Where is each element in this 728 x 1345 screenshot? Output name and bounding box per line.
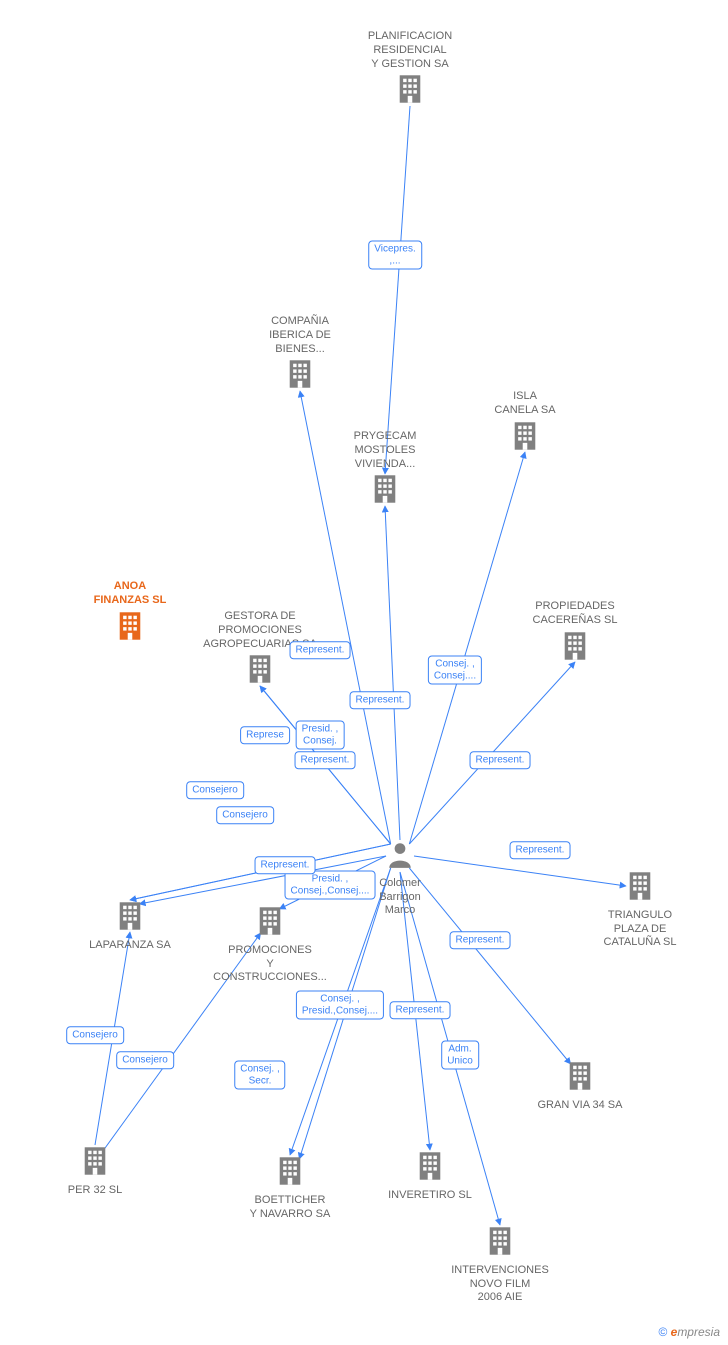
company-node[interactable]: TRIANGULOPLAZA DECATALUÑA SL	[570, 870, 710, 950]
building-icon	[246, 653, 274, 690]
building-icon	[116, 900, 144, 937]
edge-label: Adm.Unico	[441, 1041, 479, 1070]
copyright-symbol: ©	[658, 1325, 667, 1339]
company-node[interactable]: BOETTICHERY NAVARRO SA	[220, 1155, 360, 1221]
edge-line	[385, 106, 410, 474]
edge-label: Represent.	[295, 751, 356, 769]
company-label: GRAN VIA 34 SA	[510, 1099, 650, 1113]
company-node[interactable]: PER 32 SL	[25, 1145, 165, 1198]
company-label: INTERVENCIONESNOVO FILM2006 AIE	[430, 1264, 570, 1305]
person-icon	[387, 861, 413, 873]
company-node[interactable]: PROPIEDADESCACEREÑAS SL	[505, 600, 645, 666]
company-label: PROMOCIONESYCONSTRUCCIONES...	[200, 944, 340, 985]
company-node[interactable]: ISLACANELA SA	[455, 390, 595, 456]
company-label: BOETTICHERY NAVARRO SA	[220, 1194, 360, 1222]
company-label: TRIANGULOPLAZA DECATALUÑA SL	[570, 909, 710, 950]
edge-label: Presid. ,Consej.	[296, 721, 345, 750]
building-icon	[81, 1145, 109, 1182]
company-label: PER 32 SL	[25, 1184, 165, 1198]
edges-layer	[0, 0, 728, 1345]
edge-line	[385, 506, 400, 840]
building-icon	[561, 630, 589, 667]
building-icon	[416, 1150, 444, 1187]
company-node[interactable]: COMPAÑIAIBERICA DEBIENES...	[230, 315, 370, 395]
edge-label: Consejero	[216, 806, 274, 824]
edge-label: Consej. ,Consej....	[428, 656, 482, 685]
company-label: LAPARANZA SA	[60, 939, 200, 953]
building-icon	[396, 73, 424, 110]
company-node[interactable]: ANOAFINANZAS SL	[60, 580, 200, 646]
company-label: ANOAFINANZAS SL	[60, 580, 200, 608]
watermark: © empresia	[658, 1325, 720, 1339]
company-node[interactable]: GRAN VIA 34 SA	[510, 1060, 650, 1113]
company-label: INVERETIRO SL	[360, 1189, 500, 1203]
edge-label: Consejero	[66, 1026, 124, 1044]
company-label: PROPIEDADESCACEREÑAS SL	[505, 600, 645, 628]
company-label: PLANIFICACIONRESIDENCIALY GESTION SA	[340, 30, 480, 71]
edge-label: Represent.	[350, 691, 411, 709]
edge-label: Vicepres.,...	[368, 241, 422, 270]
edge-label: Presid. ,Consej.,Consej....	[285, 871, 376, 900]
building-icon	[486, 1225, 514, 1262]
brand-rest: mpresia	[677, 1325, 720, 1339]
company-label: ISLACANELA SA	[455, 390, 595, 418]
company-node[interactable]: LAPARANZA SA	[60, 900, 200, 953]
building-icon	[286, 358, 314, 395]
edge-label: Represe	[240, 726, 290, 744]
company-node[interactable]: PRYGECAMMOSTOLESVIVIENDA...	[315, 430, 455, 510]
edge-label: Consej. ,Presid.,Consej....	[296, 991, 384, 1020]
company-node[interactable]: PLANIFICACIONRESIDENCIALY GESTION SA	[340, 30, 480, 110]
edge-label: Consej. ,Secr.	[234, 1061, 285, 1090]
edge-label: Consejero	[116, 1051, 174, 1069]
building-icon	[371, 473, 399, 510]
company-node[interactable]: PROMOCIONESYCONSTRUCCIONES...	[200, 905, 340, 985]
edge-label: Represent.	[390, 1001, 451, 1019]
company-node[interactable]: INTERVENCIONESNOVO FILM2006 AIE	[430, 1225, 570, 1305]
building-icon	[511, 420, 539, 457]
building-icon	[566, 1060, 594, 1097]
edge-label: Represent.	[510, 841, 571, 859]
company-label: PRYGECAMMOSTOLESVIVIENDA...	[315, 430, 455, 471]
edge-label: Represent.	[255, 856, 316, 874]
building-icon	[256, 905, 284, 942]
company-node[interactable]: INVERETIRO SL	[360, 1150, 500, 1203]
company-label: COMPAÑIAIBERICA DEBIENES...	[230, 315, 370, 356]
edge-label: Represent.	[450, 931, 511, 949]
edge-label: Consejero	[186, 781, 244, 799]
edge-label: Represent.	[290, 641, 351, 659]
building-icon	[276, 1155, 304, 1192]
building-icon	[116, 610, 144, 647]
edge-label: Represent.	[470, 751, 531, 769]
building-icon	[626, 870, 654, 907]
